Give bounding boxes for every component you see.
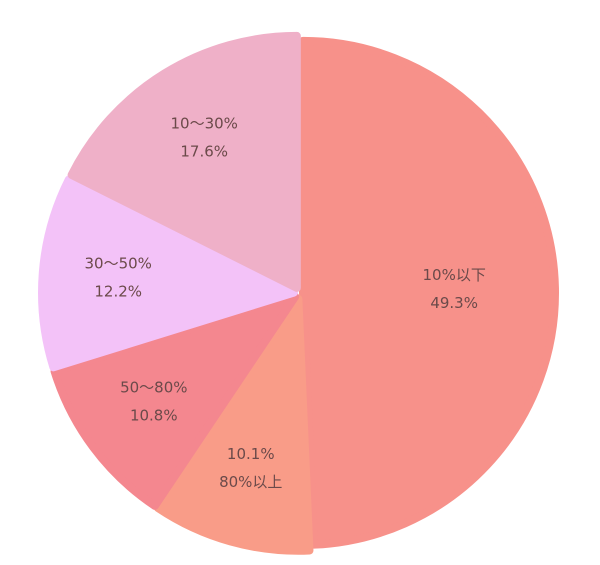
slice-label: 30〜50% — [84, 255, 151, 273]
pie-slice — [298, 36, 559, 549]
slice-value-label: 12.2% — [94, 283, 142, 301]
pie-slice — [50, 292, 300, 510]
slice-value-label: 17.6% — [180, 142, 228, 160]
slice-label: 10%以下 — [422, 266, 485, 284]
slice-label: 80%以上 — [219, 473, 282, 491]
slice-label: 10〜30% — [170, 114, 237, 132]
slice-value-label: 10.8% — [130, 407, 178, 425]
pie-slice — [38, 175, 299, 372]
slice-value-label: 10.1% — [227, 445, 275, 463]
pie-slice — [154, 294, 314, 555]
slice-value-label: 49.3% — [430, 294, 478, 312]
pie-slice — [67, 31, 301, 292]
slice-label: 50〜80% — [120, 379, 187, 397]
